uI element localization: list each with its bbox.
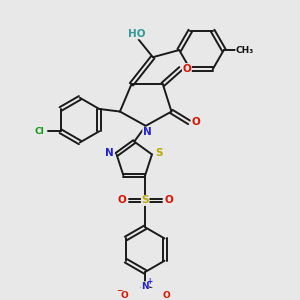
Text: S: S <box>141 195 149 206</box>
Text: Cl: Cl <box>34 127 44 136</box>
Text: N: N <box>141 282 149 291</box>
Text: HO: HO <box>128 29 146 39</box>
Text: O: O <box>120 291 128 300</box>
Text: −: − <box>116 286 123 295</box>
Text: S: S <box>155 148 163 158</box>
Text: N: N <box>105 148 114 158</box>
Text: O: O <box>182 64 191 74</box>
Text: O: O <box>165 195 173 206</box>
Text: O: O <box>163 291 170 300</box>
Text: N: N <box>143 127 152 137</box>
Text: CH₃: CH₃ <box>236 46 254 55</box>
Text: O: O <box>117 195 126 206</box>
Text: O: O <box>191 117 200 128</box>
Text: +: + <box>146 277 153 286</box>
